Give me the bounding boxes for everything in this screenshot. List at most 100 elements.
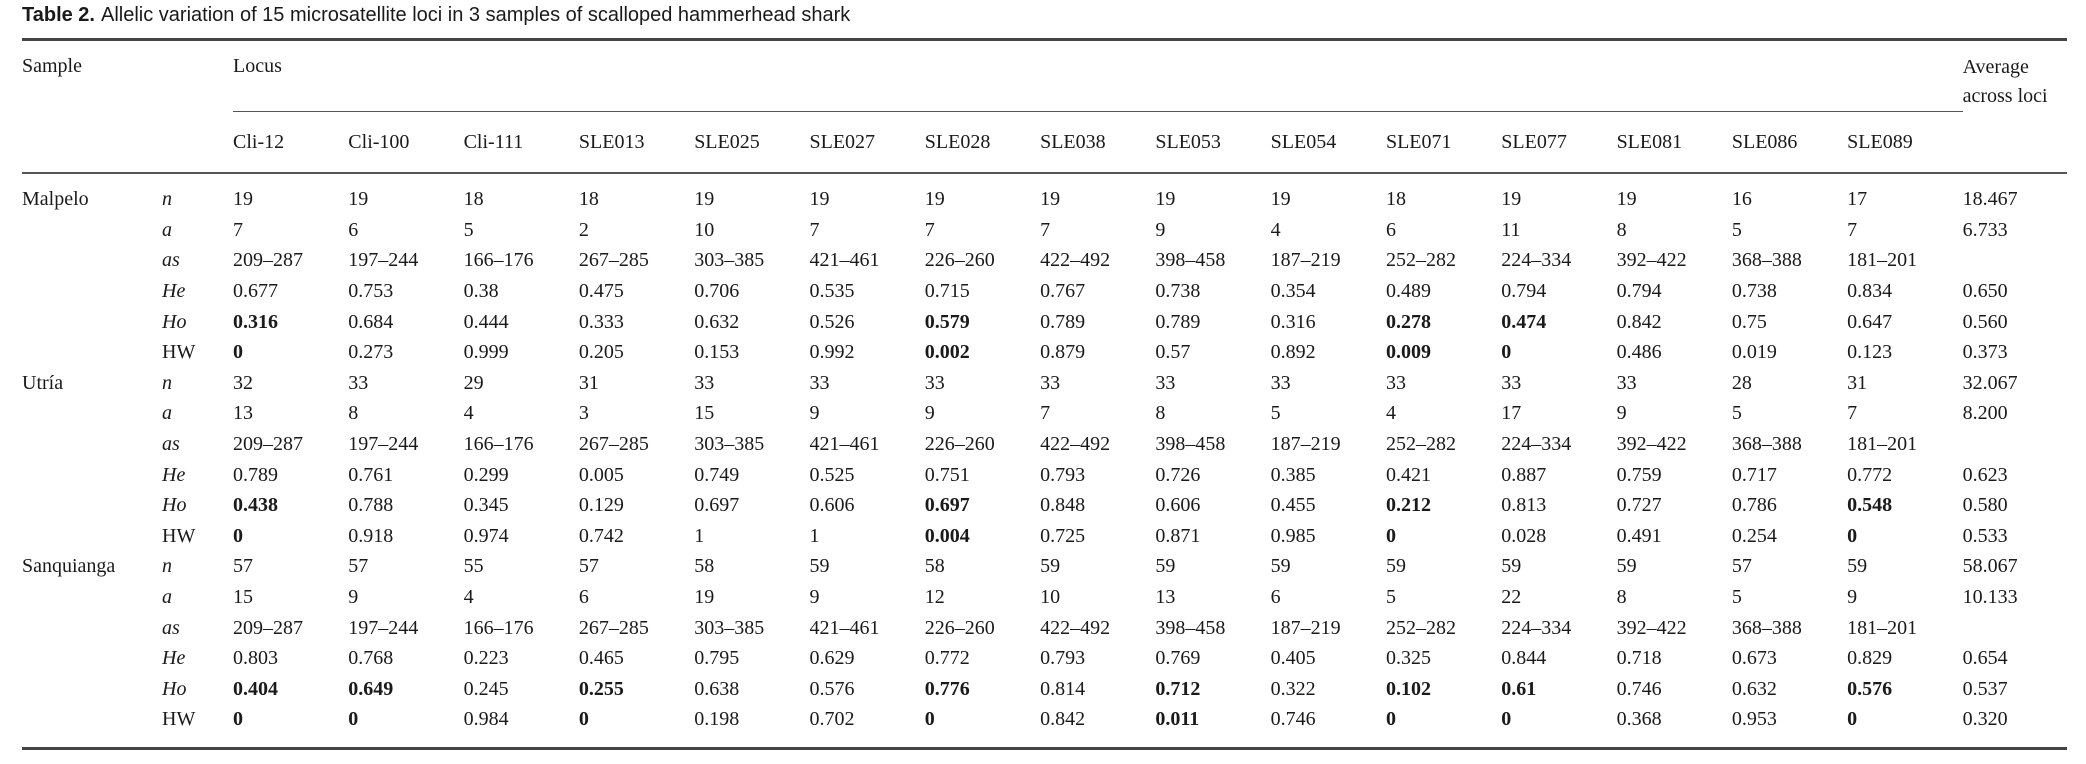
- table-row: HW 0 0.918 0.974 0.742 1 1 0.004 0.725 0.871 0.985…: [22, 521, 2067, 552]
- value-cell: 33: [348, 371, 369, 394]
- value-cell: 59: [809, 555, 830, 578]
- stat-cell: He: [162, 647, 186, 670]
- value-cell: 0.842: [1616, 310, 1662, 333]
- value-cell: 224–334: [1501, 249, 1572, 272]
- value-cell: 0.278: [1385, 310, 1431, 333]
- value-cell: 209–287: [233, 616, 303, 639]
- value-cell: 8: [1616, 586, 1627, 609]
- value-cell: 57: [1731, 555, 1752, 578]
- value-cell: 55: [463, 555, 484, 578]
- sample-cell: [22, 429, 162, 460]
- value-cell: 0.738: [1155, 280, 1201, 303]
- value-cell: 9: [1616, 402, 1627, 425]
- sample-cell: [22, 337, 162, 368]
- value-cell: 19: [1040, 188, 1061, 211]
- table-row: as 209–287 197–244 166–176 267–285 303–385 421…: [22, 245, 2067, 276]
- value-cell: 252–282: [1385, 249, 1456, 272]
- value-cell: 0.489: [1385, 280, 1431, 303]
- value-cell: 0.746: [1616, 677, 1662, 700]
- value-cell: 0.788: [348, 494, 394, 517]
- sample-cell: [22, 490, 162, 521]
- value-cell: 7: [924, 218, 935, 241]
- value-cell: 0.455: [1270, 494, 1316, 517]
- value-cell: 0.794: [1501, 280, 1547, 303]
- value-cell: 422–492: [1040, 616, 1111, 639]
- value-cell: 0.702: [809, 708, 855, 731]
- stat-cell: HW: [162, 524, 196, 547]
- value-cell: 0.786: [1731, 494, 1777, 517]
- value-cell: 0.245: [463, 677, 509, 700]
- value-cell: 197–244: [348, 616, 419, 639]
- sample-cell: [22, 704, 162, 748]
- value-cell: 0.814: [1040, 677, 1086, 700]
- average-cell: 58.067: [1962, 555, 2018, 578]
- average-cell: 0.320: [1962, 708, 2008, 731]
- stat-cell: a: [162, 218, 172, 241]
- value-cell: 0.009: [1385, 341, 1431, 364]
- value-cell: 0.829: [1847, 647, 1893, 670]
- locus-header: SLE025: [694, 130, 760, 153]
- value-cell: 0.019: [1731, 341, 1777, 364]
- table-row: HW 0 0.273 0.999 0.205 0.153 0.992 0.002 0.879 0.…: [22, 337, 2067, 368]
- value-cell: 0.38: [463, 280, 499, 303]
- value-cell: 9: [348, 586, 359, 609]
- value-cell: 421–461: [809, 433, 880, 456]
- stat-cell: a: [162, 586, 172, 609]
- value-cell: 392–422: [1616, 616, 1687, 639]
- value-cell: 0.892: [1270, 341, 1316, 364]
- average-cell: 0.373: [1962, 341, 2008, 364]
- value-cell: 0.772: [1847, 463, 1893, 486]
- value-cell: 5: [463, 218, 474, 241]
- value-cell: 33: [1270, 371, 1291, 394]
- value-cell: 0.629: [809, 647, 855, 670]
- value-cell: 0.887: [1501, 463, 1547, 486]
- value-cell: 0.254: [1731, 524, 1777, 547]
- table-row: Malpelo n 19 19 18 18 19 19 19 19 19 19 18 19 19 16 17 18…: [22, 173, 2067, 215]
- value-cell: 398–458: [1155, 616, 1226, 639]
- table-row: He 0.677 0.753 0.38 0.475 0.706 0.535 0.715 0.76…: [22, 276, 2067, 307]
- stat-cell: as: [162, 616, 180, 639]
- value-cell: 0.842: [1040, 708, 1086, 731]
- value-cell: 187–219: [1270, 249, 1341, 272]
- value-cell: 226–260: [924, 433, 995, 456]
- sample-cell: [22, 459, 162, 490]
- value-cell: 0: [233, 708, 243, 731]
- value-cell: 0.153: [694, 341, 740, 364]
- value-cell: 0.255: [578, 677, 624, 700]
- header-row: Sample Locus Average across loci: [22, 39, 2067, 112]
- value-cell: 19: [694, 586, 715, 609]
- average-cell: 0.654: [1962, 647, 2008, 670]
- value-cell: 4: [1270, 218, 1281, 241]
- value-cell: 59: [1040, 555, 1061, 578]
- value-cell: 0.486: [1616, 341, 1662, 364]
- value-cell: 392–422: [1616, 433, 1687, 456]
- value-cell: 4: [463, 586, 474, 609]
- value-cell: 16: [1731, 188, 1752, 211]
- value-cell: 59: [1155, 555, 1176, 578]
- value-cell: 9: [809, 586, 820, 609]
- value-cell: 0.793: [1040, 463, 1086, 486]
- average-cell: 32.067: [1962, 371, 2018, 394]
- value-cell: 0.438: [233, 494, 278, 517]
- table-row: Utría n 32 33 29 31 33 33 33 33 33 33 33 33 33 28 31 32.0…: [22, 368, 2067, 399]
- value-cell: 0.368: [1616, 708, 1662, 731]
- locus-header: SLE028: [924, 130, 991, 153]
- value-cell: 224–334: [1501, 433, 1572, 456]
- table-row: Ho 0.316 0.684 0.444 0.333 0.632 0.526 0.579 0.7…: [22, 306, 2067, 337]
- stat-cell: n: [162, 371, 172, 394]
- locus-header: SLE054: [1270, 130, 1337, 153]
- value-cell: 33: [1385, 371, 1406, 394]
- value-cell: 0.004: [924, 524, 970, 547]
- locus-header: SLE038: [1040, 130, 1106, 153]
- value-cell: 0.715: [924, 280, 970, 303]
- value-cell: 19: [1270, 188, 1291, 211]
- value-cell: 0.753: [348, 280, 394, 303]
- value-cell: 7: [1040, 218, 1051, 241]
- value-cell: 7: [1847, 402, 1858, 425]
- value-cell: 252–282: [1385, 616, 1456, 639]
- locus-header: SLE071: [1385, 130, 1452, 153]
- value-cell: 0.385: [1270, 463, 1316, 486]
- value-cell: 0.75: [1731, 310, 1767, 333]
- value-cell: 0.767: [1040, 280, 1086, 303]
- value-cell: 303–385: [694, 616, 765, 639]
